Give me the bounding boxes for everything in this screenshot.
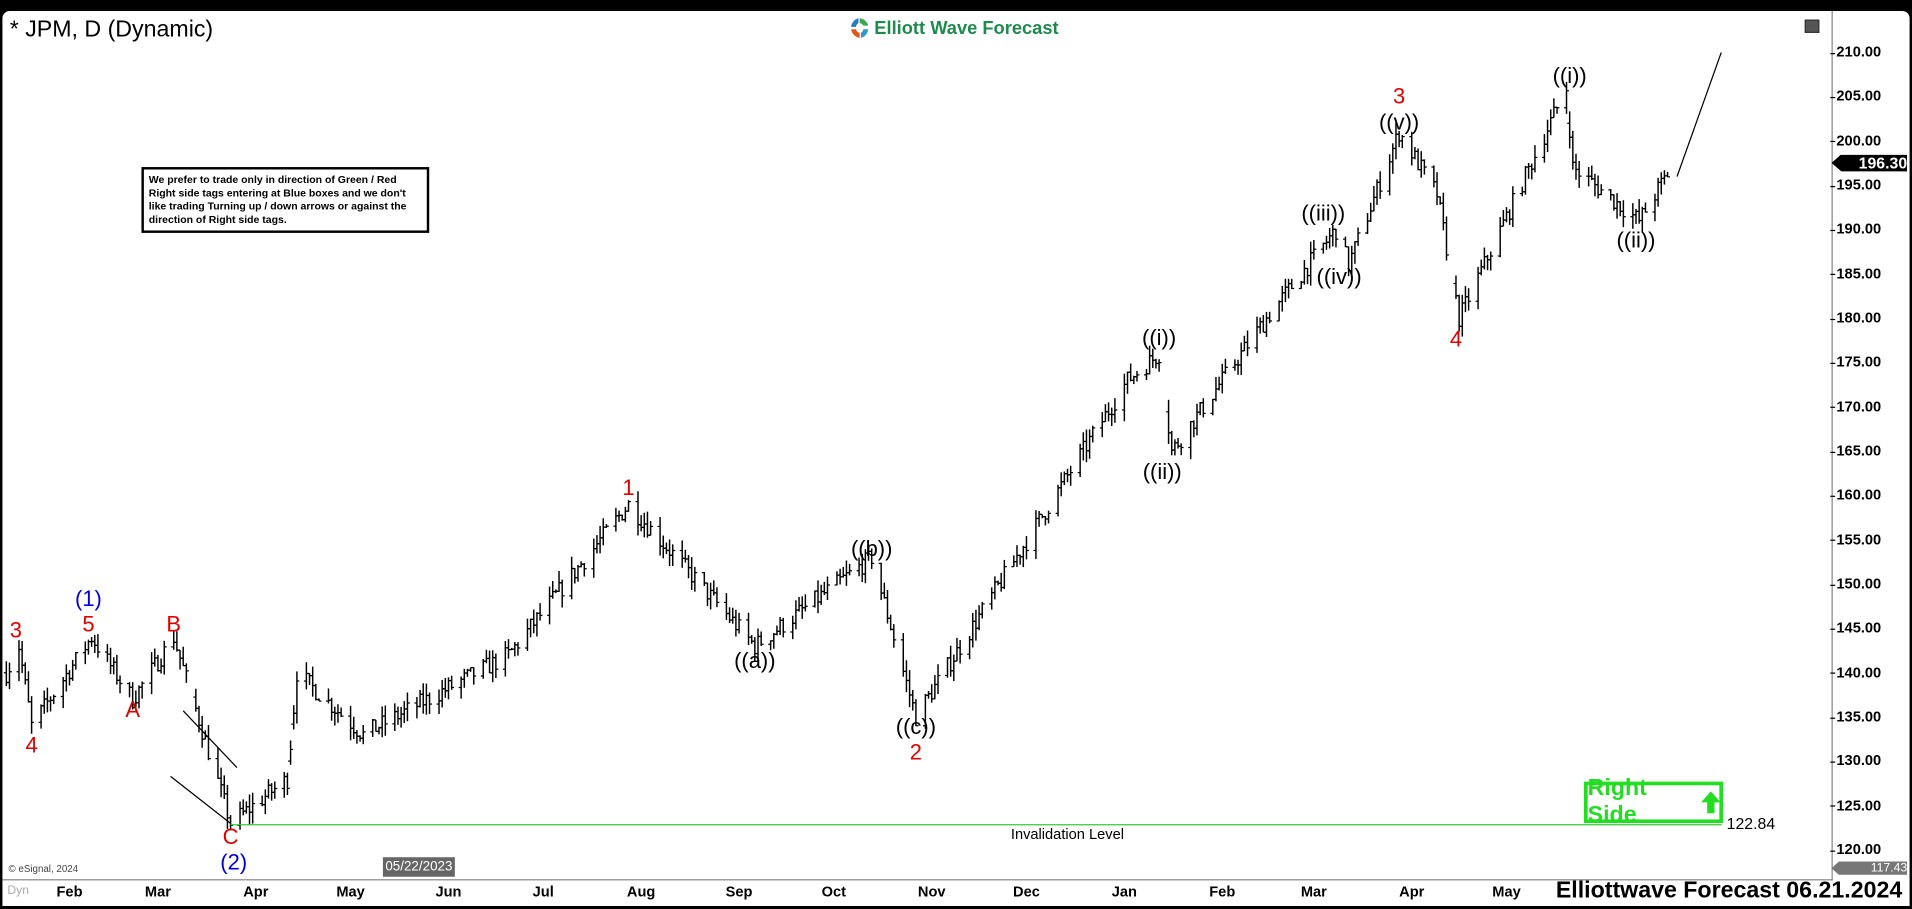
x-tick-label: Mar (1300, 882, 1327, 900)
wave-label: B (166, 611, 182, 637)
logo: Elliott Wave Forecast (849, 16, 1059, 40)
y-tick-label: 140.00 (1830, 663, 1882, 681)
x-tick-label: Sep (725, 882, 753, 900)
x-tick-label: May (1492, 882, 1521, 900)
wave-label: ((c)) (895, 714, 937, 740)
wave-label: ((v)) (1378, 110, 1420, 135)
y-tick-label: 145.00 (1830, 619, 1882, 637)
x-tick-label: Apr (1399, 882, 1425, 900)
wave-label: 2 (909, 740, 923, 765)
y-tick-label: 210.00 (1830, 43, 1882, 61)
wave-label: ((i)) (1552, 63, 1587, 88)
y-tick-label: 205.00 (1830, 87, 1882, 105)
right-side-label: Right Side (1587, 775, 1647, 828)
projection-line (1676, 52, 1722, 177)
wave-label: ((i)) (1142, 325, 1177, 350)
footer-text: Elliottwave Forecast 06.21.2024 (1555, 877, 1903, 904)
x-tick-label: Feb (56, 882, 83, 900)
wave-label: (1) (75, 587, 102, 612)
x-tick-label: May (336, 882, 365, 900)
wave-label: ((a)) (734, 649, 776, 674)
last-price-tag: 196.30 (1831, 154, 1908, 172)
wave-label: ((b)) (850, 536, 893, 561)
y-tick-label: 155.00 (1830, 530, 1882, 548)
y-tick-label: 150.00 (1830, 574, 1882, 593)
wave-label: (2) (220, 850, 248, 875)
window-restore-icon[interactable] (1804, 19, 1820, 33)
wave-label: ((iv)) (1316, 264, 1362, 289)
logo-text: Elliott Wave Forecast (874, 17, 1059, 39)
wave-label: ((ii)) (1142, 459, 1182, 484)
wedge-line (170, 775, 231, 824)
y-tick-label: 195.00 (1830, 176, 1882, 194)
y-tick-label: 165.00 (1830, 442, 1882, 460)
x-tick-label: Nov (917, 882, 946, 900)
y-tick-label: 135.00 (1830, 707, 1882, 725)
x-tick-label: Mar (144, 882, 171, 900)
wave-label: C (222, 824, 239, 849)
wave-label: A (125, 697, 140, 723)
y-tick-label: 200.00 (1830, 131, 1882, 149)
y-tick-label: 130.00 (1830, 752, 1882, 770)
wave-label: 4 (1449, 326, 1463, 351)
x-tick-label: Jan (1111, 882, 1137, 900)
copyright: © eSignal, 2024 (8, 863, 79, 875)
price-chart (3, 52, 1722, 831)
wedge-line (182, 710, 238, 768)
wave-label: 5 (82, 612, 95, 638)
cursor-date: 05/22/2023 (382, 857, 455, 877)
wave-label: ((iii)) (1301, 201, 1346, 226)
wave-label: 3 (1393, 84, 1406, 109)
chart-panel: * JPM, D (Dynamic) Elliott Wave Forecast… (2, 10, 1910, 907)
invalidation-value: 122.84 (1726, 815, 1776, 834)
wave-label: 4 (25, 733, 38, 758)
y-tick-label: 125.00 (1830, 796, 1882, 814)
invalidation-label: Invalidation Level (1010, 825, 1124, 843)
x-tick-label: Jun (435, 882, 462, 900)
x-tick-label: Feb (1209, 882, 1236, 900)
plot-area[interactable] (2, 10, 1833, 881)
low-price-tag: 117.43 (1831, 861, 1908, 875)
x-tick-label: Aug (626, 882, 656, 900)
x-tick-label: Oct (821, 882, 846, 900)
y-tick-label: 185.00 (1830, 264, 1882, 282)
wave-label: 1 (622, 475, 635, 500)
y-tick-label: 120.00 (1830, 840, 1882, 858)
right-side-tag: Right Side (1584, 776, 1724, 828)
wave-label: 3 (9, 617, 22, 643)
logo-icon (851, 18, 869, 38)
x-tick-label: Dec (1013, 882, 1040, 900)
y-tick-label: 175.00 (1830, 353, 1882, 371)
x-tick-label: Apr (243, 882, 269, 900)
y-tick-label: 180.00 (1830, 309, 1882, 327)
y-tick-label: 170.00 (1830, 397, 1882, 415)
wave-label: ((ii)) (1616, 228, 1656, 253)
y-tick-label: 190.00 (1830, 220, 1882, 238)
trading-note: We prefer to trade only in direction of … (141, 167, 430, 233)
x-tick-label: Jul (532, 882, 554, 900)
y-tick-label: 160.00 (1830, 486, 1882, 504)
chart-title: * JPM, D (Dynamic) (9, 17, 214, 43)
time-axis[interactable]: Feb Mar Apr May Jun Jul Aug Sep Oct Nov Dec Jan Feb M… (2, 880, 1909, 906)
arrow-up-icon (1700, 791, 1720, 814)
dyn-label: Dyn (7, 884, 30, 898)
